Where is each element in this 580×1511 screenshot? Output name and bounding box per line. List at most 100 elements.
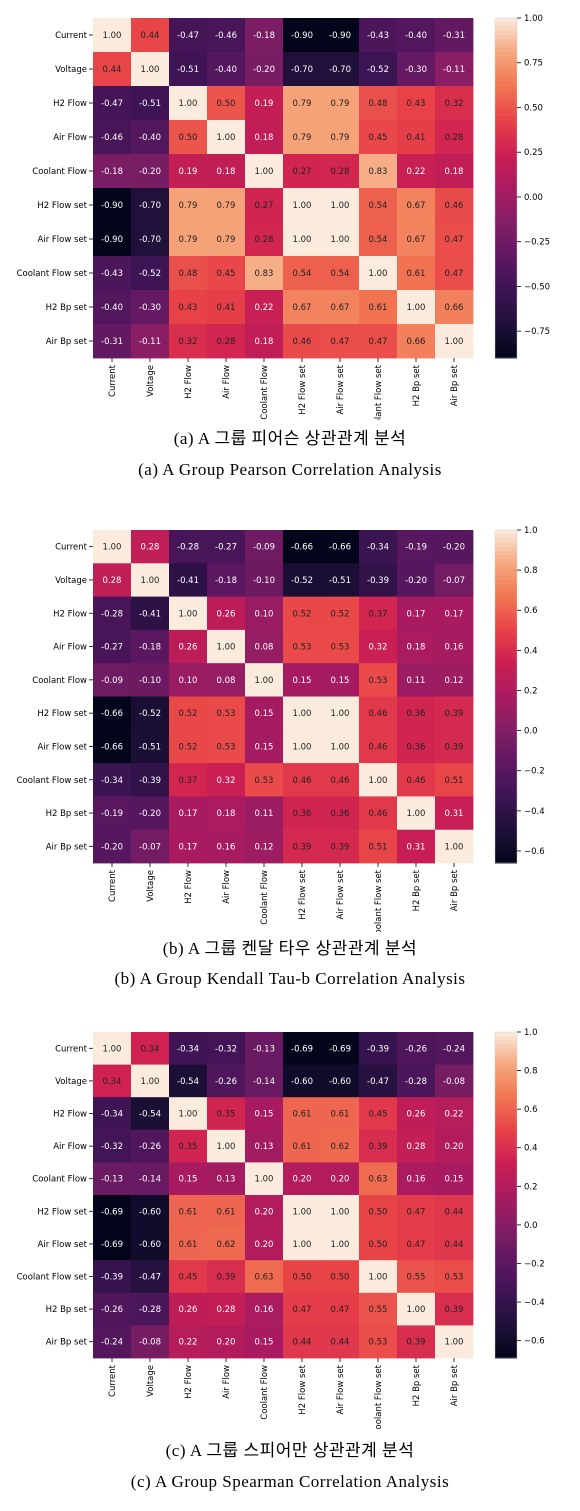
cell-value-label: 0.54 xyxy=(369,201,388,211)
row-label-h2-bp-set: H2 Bp set xyxy=(46,1305,88,1315)
cell-value-label: 0.18 xyxy=(255,337,274,347)
cell-value-label: 0.39 xyxy=(369,1142,388,1152)
cell-value-label: 0.51 xyxy=(445,776,464,786)
colorbar-segment xyxy=(495,546,517,552)
cell-value-label: 0.22 xyxy=(179,1338,198,1348)
colorbar-segment xyxy=(495,1207,517,1212)
colorbar-segment xyxy=(495,1329,517,1335)
cell-value-label: 0.19 xyxy=(179,167,198,177)
cell-value-label: -0.41 xyxy=(177,576,199,586)
heatmap-cell xyxy=(93,1195,132,1228)
colorbar-segment xyxy=(495,550,517,556)
colorbar-segment xyxy=(495,281,517,287)
colorbar-segment xyxy=(495,1101,517,1106)
heatmap-cell xyxy=(169,86,208,121)
cell-value-label: 0.45 xyxy=(369,133,388,143)
cell-value-label: 0.08 xyxy=(217,676,236,686)
colorbar-segment xyxy=(495,319,517,325)
row-label-voltage: Voltage xyxy=(55,576,87,586)
cell-value-label: 0.32 xyxy=(445,99,464,109)
cell-value-label: 1.00 xyxy=(255,1175,274,1185)
colorbar-segment xyxy=(495,567,517,573)
cell-value-label: 0.39 xyxy=(331,842,350,852)
heatmap-cell xyxy=(93,86,132,121)
cell-value-label: 0.66 xyxy=(407,337,426,347)
colorbar-segment xyxy=(495,1325,517,1331)
cell-value-label: -0.47 xyxy=(101,99,123,109)
cell-value-label: -0.90 xyxy=(291,31,313,41)
colorbar-segment xyxy=(495,324,517,329)
cell-value-label: 0.20 xyxy=(331,1175,350,1185)
colorbar-segment xyxy=(495,1309,517,1314)
colorbar-segment xyxy=(495,175,517,181)
cell-value-label: 0.20 xyxy=(293,1175,312,1185)
heatmap-cell xyxy=(359,696,398,731)
heatmap-cell xyxy=(131,1097,170,1131)
heatmap-cell xyxy=(359,290,398,325)
cell-value-label: 1.00 xyxy=(445,1338,464,1348)
heatmap-cell xyxy=(359,1260,398,1294)
colorbar-segment xyxy=(495,1264,517,1269)
cell-value-label: 0.15 xyxy=(179,1175,198,1185)
heatmap-cell xyxy=(131,222,170,257)
col-label-current: Current xyxy=(108,364,118,397)
panel-b: 1.00 0.28 -0.28 -0.27 -0.09 -0.66 -0.66 -0.34 -0… xyxy=(0,512,580,1012)
cell-value-label: -0.20 xyxy=(443,543,465,553)
cell-value-label: -0.47 xyxy=(367,1077,389,1087)
colorbar-segment xyxy=(495,783,517,789)
cell-value-label: 1.00 xyxy=(445,337,464,347)
heatmap-cell xyxy=(283,763,322,797)
colorbar-segment xyxy=(495,1032,517,1037)
heatmap-cell xyxy=(359,1162,398,1196)
colorbar-segment xyxy=(495,821,517,827)
cell-value-label: -0.26 xyxy=(101,1305,123,1315)
heatmap-cell xyxy=(169,596,208,631)
cell-value-label: 1.00 xyxy=(369,776,388,786)
colorbar-segment xyxy=(495,1247,517,1253)
heatmap-cell xyxy=(245,829,284,864)
cell-value-label: 0.52 xyxy=(179,709,198,719)
colorbar-segment xyxy=(495,251,517,257)
colorbar-segment xyxy=(495,854,517,860)
colorbar-segment xyxy=(495,18,517,23)
cell-value-label: 0.46 xyxy=(369,742,388,752)
cell-value-label: -0.52 xyxy=(139,269,161,279)
heatmap-cell xyxy=(245,563,284,597)
colorbar-segment xyxy=(495,192,517,198)
colorbar-segment xyxy=(495,247,517,253)
colorbar-segment xyxy=(495,584,517,589)
colorbar-segment xyxy=(495,825,517,831)
cell-value-label: -0.52 xyxy=(139,709,161,719)
colorbar-segment xyxy=(495,833,517,839)
colorbar-segment xyxy=(495,345,517,351)
heatmap-cell xyxy=(93,1260,132,1294)
heatmap-cell xyxy=(131,1227,170,1261)
colorbar-segment xyxy=(495,629,517,635)
heatmap-cell xyxy=(207,663,246,697)
colorbar-tick-label: 0.00 xyxy=(524,193,543,203)
col-label-current: Current xyxy=(108,1364,118,1397)
heatmap-cell xyxy=(245,188,284,223)
cell-value-label: 0.36 xyxy=(407,709,426,719)
cell-value-label: -0.30 xyxy=(405,65,427,75)
colorbar-segment xyxy=(495,1239,517,1245)
colorbar-segment xyxy=(495,103,517,108)
colorbar-frame xyxy=(494,1031,518,1359)
cell-value-label: 0.61 xyxy=(179,1207,198,1217)
colorbar-segment xyxy=(495,554,517,560)
heatmap-cell xyxy=(435,86,474,121)
col-label-voltage: Voltage xyxy=(146,1365,156,1397)
cell-value-label: -0.52 xyxy=(291,576,313,586)
heatmap-cell xyxy=(169,530,208,564)
colorbar-segment xyxy=(495,1341,517,1347)
cell-value-label: 0.11 xyxy=(255,809,274,819)
colorbar-segment xyxy=(495,1215,517,1221)
colorbar-segment xyxy=(495,81,517,87)
heatmap-cell xyxy=(93,256,132,291)
heatmap-cell xyxy=(93,324,132,359)
col-label-coolant-flow-set: Coolant Flow set xyxy=(374,1364,384,1430)
colorbar-segment xyxy=(495,230,517,236)
colorbar-segment xyxy=(495,154,517,159)
heatmap-cell xyxy=(321,86,360,121)
cell-value-label: 0.17 xyxy=(445,609,464,619)
